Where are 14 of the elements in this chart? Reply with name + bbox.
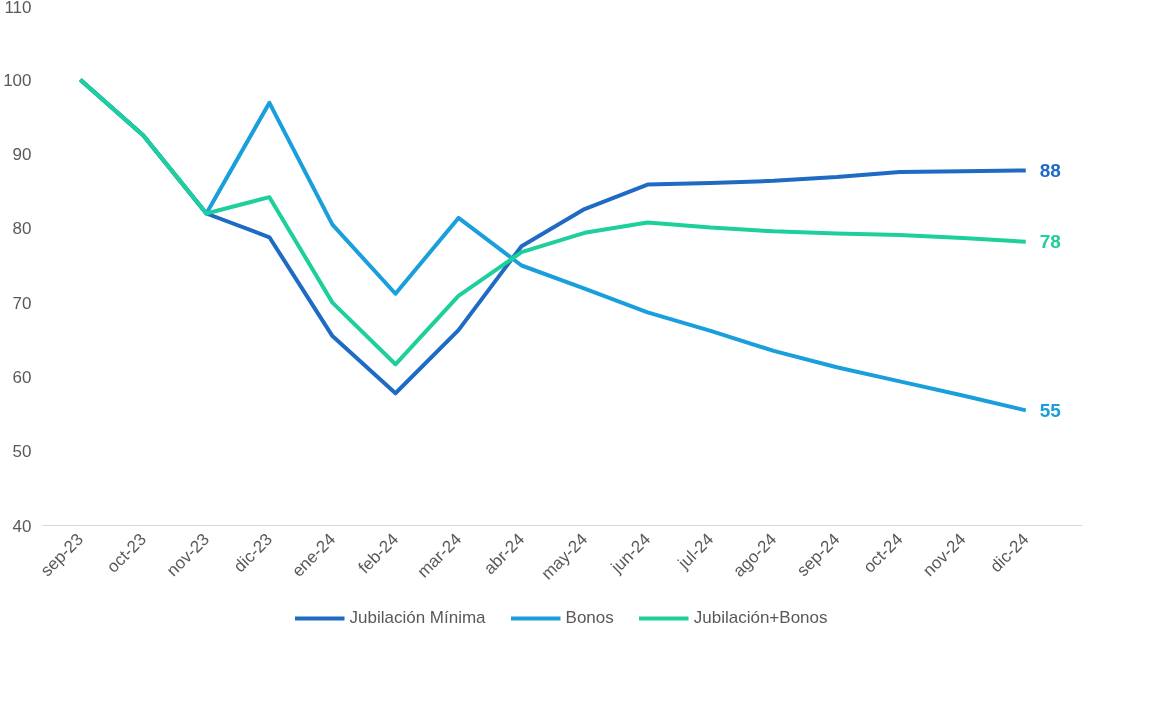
y-tick-label: 40 <box>12 516 32 536</box>
legend-label: Jubilación Mínima <box>349 608 486 628</box>
y-tick-label: 50 <box>12 442 32 462</box>
y-tick-label: 90 <box>12 145 32 165</box>
data-label: 55 <box>1039 399 1062 421</box>
data-label: 78 <box>1039 231 1061 253</box>
y-tick-label: 60 <box>12 367 32 387</box>
legend-label: Jubilación+Bonos <box>693 608 828 628</box>
legend-label: Bonos <box>565 608 614 628</box>
y-tick-label: 70 <box>12 293 32 313</box>
data-label: 88 <box>1039 159 1061 181</box>
y-tick-label: 100 <box>3 70 32 90</box>
y-tick-label: 110 <box>4 0 32 17</box>
y-tick-label: 80 <box>12 219 32 239</box>
